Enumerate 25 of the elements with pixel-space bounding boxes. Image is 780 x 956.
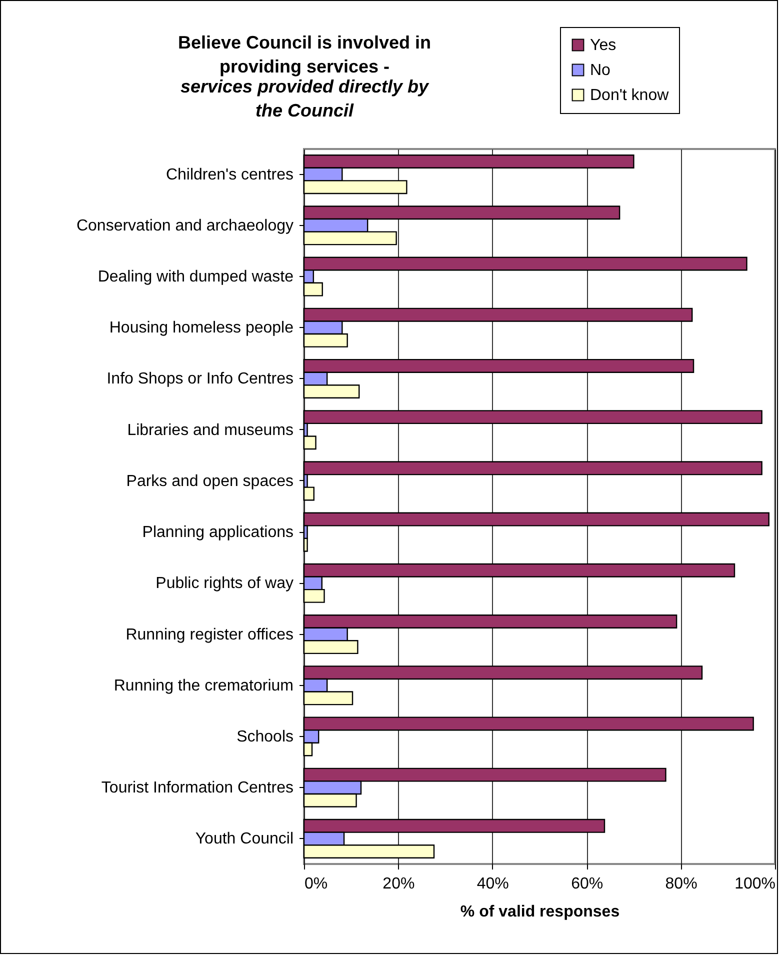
x-tick-label: 0% <box>304 876 328 892</box>
legend-label: No <box>590 62 611 79</box>
x-tick-label: 40% <box>476 876 509 892</box>
y-tick-label: Running register offices <box>126 626 294 644</box>
y-tick-label: Planning applications <box>142 524 294 542</box>
x-axis-title: % of valid responses <box>460 904 620 920</box>
y-tick-label: Conservation and archaeology <box>76 217 294 234</box>
x-tick-label: 60% <box>571 876 604 892</box>
y-tick-label: Youth Council <box>195 830 294 848</box>
legend-label: Yes <box>590 37 616 54</box>
y-tick-label: Public rights of way <box>156 575 294 592</box>
y-tick-label: Libraries and museums <box>127 422 294 439</box>
y-tick-label: Dealing with dumped waste <box>98 268 294 286</box>
y-tick-label: Running the crematorium <box>114 677 294 694</box>
x-tick-label: 20% <box>382 876 415 892</box>
y-tick-label: Children's centres <box>166 166 294 184</box>
x-tick-label: 100% <box>734 876 776 892</box>
y-tick-label: Info Shops or Info Centres <box>106 370 294 388</box>
y-tick-label: Housing homeless people <box>109 320 294 337</box>
chart-subtitle: services provided directly by the Council <box>180 76 430 120</box>
x-tick-label: 80% <box>665 876 698 892</box>
y-tick-label: Schools <box>236 728 294 746</box>
legend-label: Don't know <box>590 87 670 104</box>
y-tick-label: Parks and open spaces <box>126 472 294 490</box>
y-tick-label: Tourist Information Centres <box>101 780 294 797</box>
